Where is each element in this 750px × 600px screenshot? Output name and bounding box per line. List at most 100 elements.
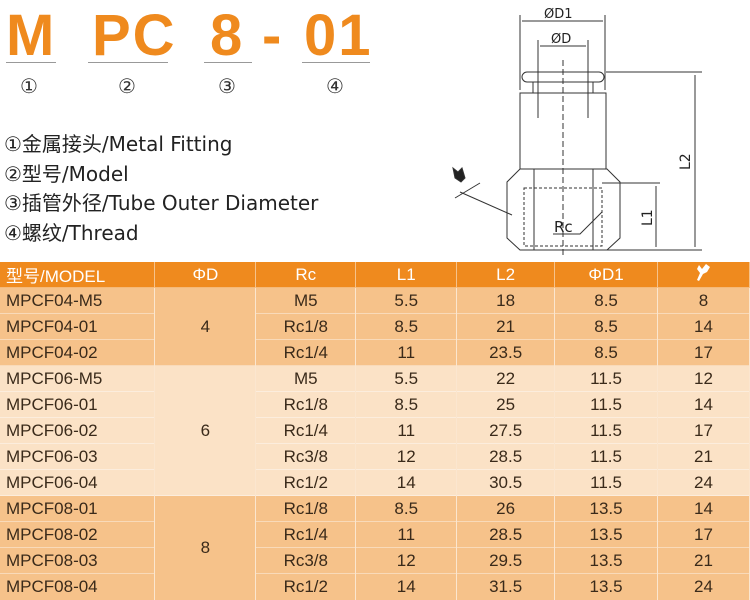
cell-l1: 14 <box>355 469 458 496</box>
label-rc: Rc <box>554 218 573 236</box>
cell-rc: M5 <box>255 365 357 392</box>
code-part-1: M <box>6 3 57 68</box>
header-l1: L1 <box>355 262 458 288</box>
cell-d1: 13.5 <box>554 521 659 548</box>
cell-l1: 8.5 <box>355 495 458 522</box>
table-row: MPCF04-02 Rc1/4 11 23.5 8.5 17 <box>0 339 750 366</box>
cell-tube-diameter: 8 <box>154 495 257 600</box>
wrench-icon <box>452 166 466 183</box>
table-row: MPCF06-04 Rc1/2 14 30.5 11.5 24 <box>0 469 750 496</box>
cell-model: MPCF08-03 <box>0 547 156 574</box>
cell-d1: 11.5 <box>554 443 659 470</box>
cell-rc: M5 <box>255 287 357 314</box>
cell-d1: 8.5 <box>554 313 659 340</box>
underline <box>302 62 370 63</box>
table-row: MPCF06-03 Rc3/8 12 28.5 11.5 21 <box>0 443 750 470</box>
cell-l2: 26 <box>456 495 556 522</box>
cell-rc: Rc3/8 <box>255 547 357 574</box>
header-model: 型号/MODEL <box>0 262 156 288</box>
cell-l2: 18 <box>456 287 556 314</box>
cell-d1: 8.5 <box>554 339 659 366</box>
cell-l2: 23.5 <box>456 339 556 366</box>
cell-rc: Rc1/4 <box>255 417 357 444</box>
label-l1: L1 <box>640 209 656 226</box>
cell-l2: 31.5 <box>456 573 556 600</box>
cell-l2: 25 <box>456 391 556 418</box>
cell-model: MPCF08-01 <box>0 495 156 522</box>
code-part-5: 01 <box>304 3 373 68</box>
cell-l1: 14 <box>355 573 458 600</box>
table-row: MPCF08-04 Rc1/2 14 31.5 13.5 24 <box>0 573 750 600</box>
cell-model: MPCF06-03 <box>0 443 156 470</box>
cell-wrench: 12 <box>657 365 750 392</box>
cell-tube-diameter: 6 <box>154 365 257 496</box>
cell-l2: 28.5 <box>456 521 556 548</box>
cell-l1: 5.5 <box>355 365 458 392</box>
table-row: MPCF04-M5 4 M5 5.5 18 8.5 8 <box>0 287 750 366</box>
legend: ①金属接头/Metal Fitting ②型号/Model ③插管外径/Tube… <box>4 130 318 248</box>
cell-model: MPCF06-02 <box>0 417 156 444</box>
cell-l1: 11 <box>355 417 458 444</box>
label-d: ØD <box>551 32 571 47</box>
cell-l2: 29.5 <box>456 547 556 574</box>
cell-model: MPCF04-M5 <box>0 287 156 314</box>
legend-item: ①金属接头/Metal Fitting <box>4 132 233 156</box>
cell-rc: Rc1/2 <box>255 469 357 496</box>
cell-l1: 8.5 <box>355 313 458 340</box>
marker-4: ④ <box>326 74 344 98</box>
code-part-2: PC <box>92 3 177 68</box>
label-l2: L2 <box>678 153 694 170</box>
cell-rc: Rc1/4 <box>255 521 357 548</box>
cell-d1: 11.5 <box>554 365 659 392</box>
cell-tube-diameter: 4 <box>154 287 257 366</box>
header-wrench <box>657 262 750 288</box>
cell-d1: 11.5 <box>554 469 659 496</box>
cell-wrench: 21 <box>657 443 750 470</box>
table-row: MPCF08-01 8 Rc1/8 8.5 26 13.5 14 <box>0 495 750 600</box>
spec-table: 型号/MODEL ΦD Rc L1 L2 ΦD1 MPCF04-M5 4 M5 5.5… <box>0 262 750 600</box>
code-part-4: - <box>262 3 284 68</box>
marker-2: ② <box>118 74 136 98</box>
marker-3: ③ <box>218 74 236 98</box>
table-row: MPCF06-01 Rc1/8 8.5 25 11.5 14 <box>0 391 750 418</box>
cell-d1: 13.5 <box>554 573 659 600</box>
header-d1: ΦD1 <box>554 262 659 288</box>
cell-model: MPCF06-01 <box>0 391 156 418</box>
table-row: MPCF06-02 Rc1/4 11 27.5 11.5 17 <box>0 417 750 444</box>
cell-l2: 22 <box>456 365 556 392</box>
cell-model: MPCF06-M5 <box>0 365 156 392</box>
cell-d1: 13.5 <box>554 495 659 522</box>
wrench-icon <box>696 264 710 281</box>
cell-rc: Rc1/4 <box>255 339 357 366</box>
cell-l1: 11 <box>355 339 458 366</box>
label-d1: ØD1 <box>544 7 573 22</box>
cell-l2: 21 <box>456 313 556 340</box>
cell-wrench: 14 <box>657 313 750 340</box>
underline <box>6 62 56 63</box>
cell-l2: 27.5 <box>456 417 556 444</box>
cell-l2: 30.5 <box>456 469 556 496</box>
cell-l1: 8.5 <box>355 391 458 418</box>
cell-model: MPCF08-04 <box>0 573 156 600</box>
cell-d1: 13.5 <box>554 547 659 574</box>
legend-item: ③插管外径/Tube Outer Diameter <box>4 191 319 215</box>
cell-d1: 11.5 <box>554 417 659 444</box>
table-row: MPCF08-03 Rc3/8 12 29.5 13.5 21 <box>0 547 750 574</box>
underline <box>88 62 168 63</box>
cell-rc: Rc3/8 <box>255 443 357 470</box>
cell-wrench: 24 <box>657 573 750 600</box>
cell-rc: Rc1/8 <box>255 391 357 418</box>
cell-model: MPCF06-04 <box>0 469 156 496</box>
cell-l1: 12 <box>355 443 458 470</box>
legend-item: ②型号/Model <box>4 161 129 186</box>
cell-rc: Rc1/8 <box>255 495 357 522</box>
cell-wrench: 24 <box>657 469 750 496</box>
cell-l1: 5.5 <box>355 287 458 314</box>
header-l2: L2 <box>456 262 556 288</box>
cell-d1: 11.5 <box>554 391 659 418</box>
table-row: MPCF06-M5 6 M5 5.5 22 11.5 12 <box>0 365 750 496</box>
table-row: MPCF04-01 Rc1/8 8.5 21 8.5 14 <box>0 313 750 340</box>
cell-wrench: 14 <box>657 495 750 522</box>
table-row: MPCF08-02 Rc1/4 11 28.5 13.5 17 <box>0 521 750 548</box>
marker-1: ① <box>20 74 38 98</box>
